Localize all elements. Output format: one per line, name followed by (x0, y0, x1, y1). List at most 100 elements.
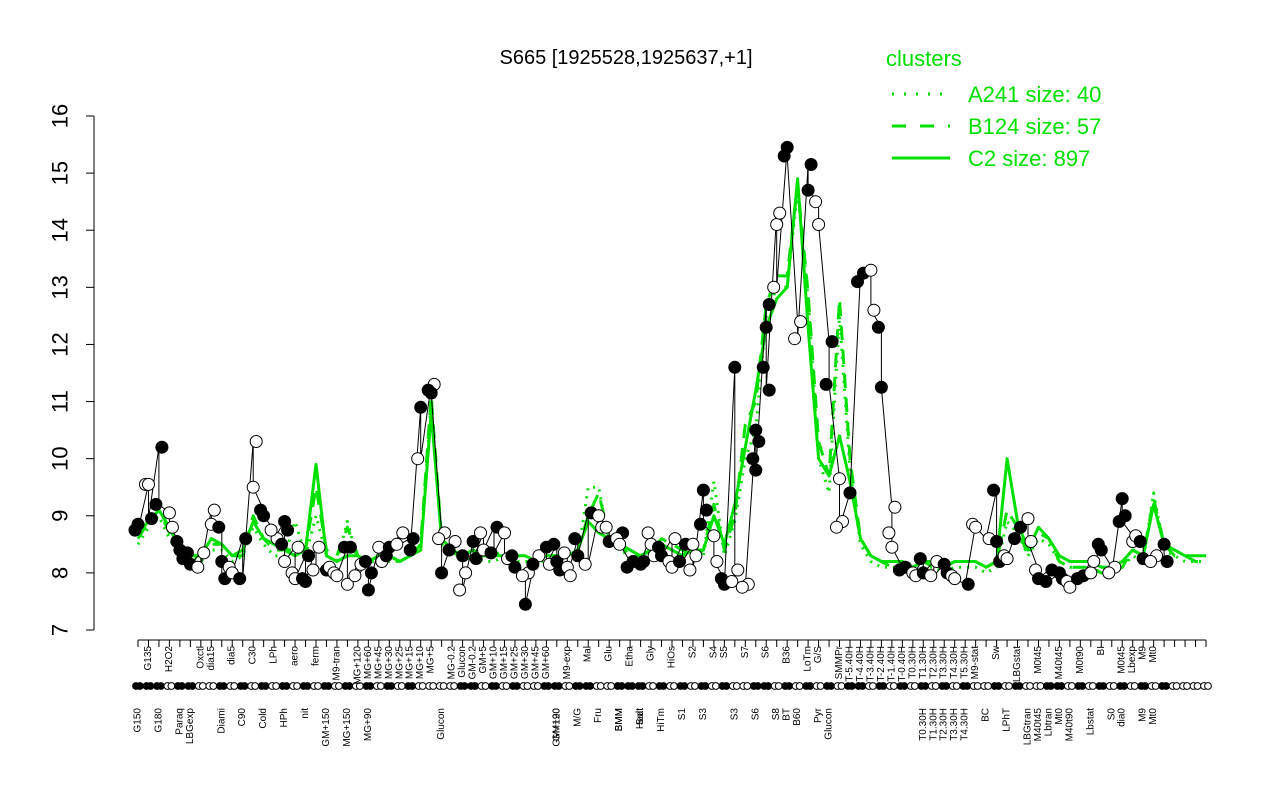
y-tick-label: 11 (48, 390, 73, 413)
x-tick-label: T3.30H (949, 708, 960, 741)
data-point (469, 552, 483, 566)
data-point (180, 546, 194, 560)
strip-marker (230, 682, 239, 690)
data-point (773, 206, 787, 220)
strip-marker (376, 682, 385, 690)
x-tick-label: T-4.40H (855, 646, 866, 682)
data-point (819, 377, 833, 391)
strip-marker (554, 682, 563, 690)
strip-marker (659, 682, 668, 690)
data-point (812, 218, 826, 231)
data-point (563, 569, 577, 583)
strip-marker (1026, 682, 1034, 690)
data-point (1039, 575, 1053, 588)
strip-marker (439, 682, 448, 690)
x-tick-label: Etha (625, 646, 636, 667)
legend-entry-1: B124 size: 57 (968, 114, 1101, 139)
data-point (348, 569, 362, 583)
x-tick-label: T2.30H (928, 646, 939, 679)
strip-marker (952, 682, 961, 690)
strip-marker (984, 682, 993, 690)
strip-marker (1057, 682, 1066, 690)
strip-marker (533, 682, 542, 690)
y-tick-label: 15 (48, 161, 73, 185)
x-tick-label: S7 (740, 646, 751, 659)
data-point (673, 555, 686, 568)
data-point (1008, 532, 1021, 546)
data-point (249, 435, 263, 448)
x-tick-label: M9 (1138, 708, 1149, 722)
x-tick-label: LPh (269, 646, 280, 664)
strip-marker (261, 682, 270, 690)
x-tick-label: Cold (258, 708, 269, 729)
strip-marker (177, 682, 186, 690)
strip-marker (366, 682, 375, 690)
data-point (432, 532, 446, 546)
strip-marker (544, 682, 553, 690)
data-point (515, 569, 529, 583)
data-point (390, 537, 404, 551)
strip-marker (240, 682, 249, 690)
data-point (212, 520, 226, 534)
y-tick-label: 16 (48, 104, 73, 128)
strip-marker (764, 682, 773, 690)
data-point (505, 549, 519, 563)
x-tick-label: MG+5 (426, 646, 437, 674)
x-axis (137, 639, 1207, 647)
data-point (233, 572, 247, 586)
strip-marker (198, 682, 207, 690)
x-tick-label: SMM (614, 708, 625, 731)
data-point (299, 575, 312, 588)
x-tick-label: LPhT (1002, 708, 1013, 732)
strip-marker (136, 682, 144, 690)
x-tick-label: G/S (813, 646, 824, 664)
data-point (801, 183, 815, 197)
data-point (888, 500, 902, 514)
data-point (456, 549, 470, 563)
strip-marker (869, 682, 877, 690)
data-point (1160, 555, 1174, 568)
strip-marker (209, 682, 218, 690)
strip-marker (963, 682, 972, 690)
strip-marker (523, 682, 532, 690)
x-tick-label: T4.30H (949, 646, 960, 679)
strip-marker (795, 682, 804, 690)
x-tick-label: B36 (782, 646, 793, 664)
legend-title: clusters (886, 46, 962, 71)
data-point (749, 463, 763, 477)
strip-marker (272, 682, 281, 690)
data-point (749, 423, 763, 437)
data-point (306, 563, 320, 577)
data-point (142, 477, 155, 491)
x-tick-label: S6 (750, 708, 761, 721)
data-point (1102, 566, 1116, 580)
x-tick-label: Glucon (436, 708, 447, 740)
data-point (498, 526, 511, 540)
data-point (207, 503, 221, 517)
data-point (361, 583, 375, 597)
x-tick-label: Pyr (813, 707, 824, 723)
x-tick-label: Mt0 (1148, 708, 1159, 725)
x-tick-label: Mt0 (1054, 708, 1065, 725)
data-point (257, 509, 271, 523)
x-tick-label: GM+150 (321, 708, 332, 747)
y-tick-label: 12 (48, 332, 73, 356)
x-tick-label: M0t45 (1033, 646, 1044, 674)
strip-marker (303, 682, 312, 690)
data-point (874, 380, 888, 394)
data-point (613, 537, 627, 551)
x-tick-label: GM+60 (541, 646, 552, 680)
data-point (592, 509, 606, 523)
strip-marker (335, 682, 343, 690)
x-tick-label: T-0.40H (897, 646, 908, 682)
data-point (683, 563, 697, 577)
data-point (620, 560, 634, 574)
data-point (459, 566, 473, 580)
data-point (867, 303, 881, 317)
data-point (762, 383, 776, 397)
data-point (406, 532, 420, 546)
strip-marker (774, 682, 783, 690)
strip-marker (397, 682, 406, 690)
strip-marker (1183, 682, 1191, 690)
strip-marker (732, 682, 741, 690)
